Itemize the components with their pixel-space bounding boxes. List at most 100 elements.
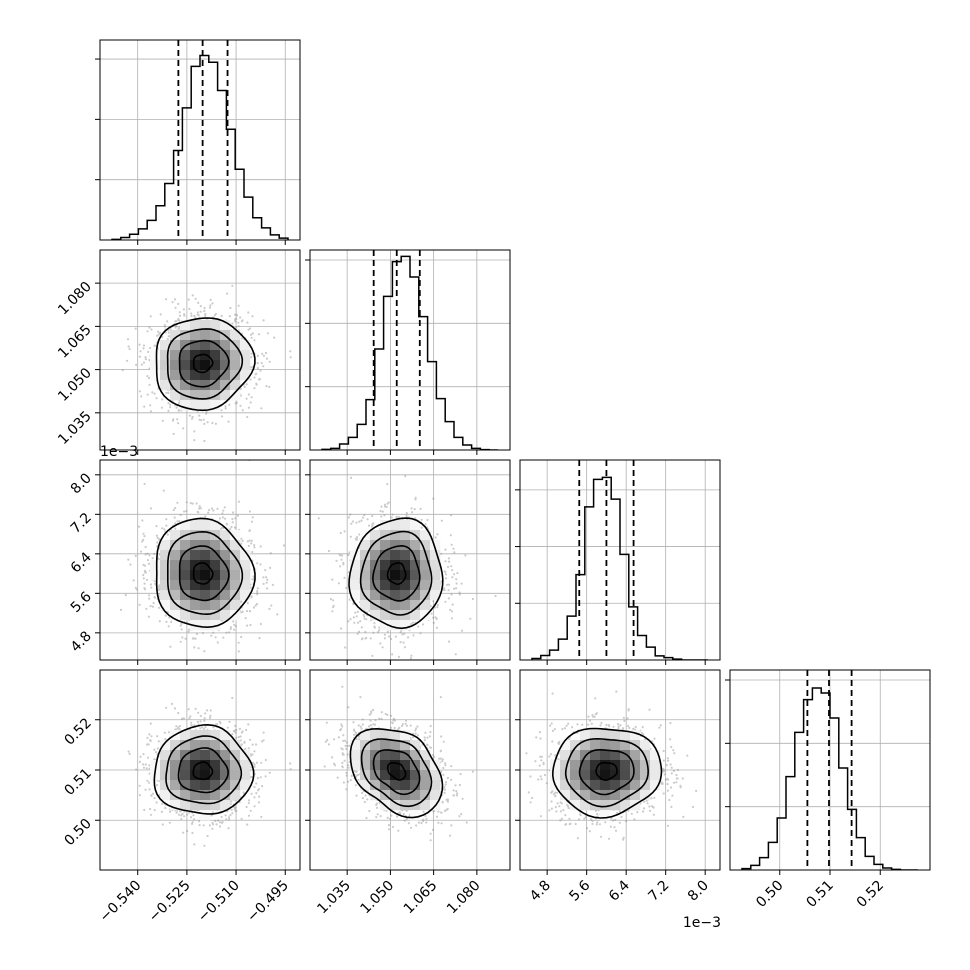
- density-cell: [170, 360, 181, 371]
- density-cell: [210, 730, 221, 741]
- density-cell: [430, 790, 441, 801]
- density-cell: [580, 770, 591, 781]
- contour-3-1-2: [372, 749, 421, 796]
- density-cell: [400, 790, 411, 801]
- contour-3-1-1: [360, 738, 433, 808]
- density-cell: [220, 320, 231, 331]
- density-cell: [220, 340, 231, 351]
- density-cell: [210, 540, 221, 551]
- density-cell: [200, 390, 211, 401]
- density-cell: [390, 770, 401, 781]
- scatter-panel-2-1: [310, 460, 510, 660]
- density-cell: [390, 780, 401, 791]
- density-cell: [210, 620, 221, 631]
- density-cell: [220, 770, 231, 781]
- density-cell: [570, 740, 581, 751]
- density-cell: [230, 610, 241, 621]
- contour-2-1-2: [372, 544, 421, 602]
- density-cell: [390, 530, 401, 541]
- density-cell: [230, 350, 241, 361]
- density-cell: [170, 330, 181, 341]
- density-cell: [200, 320, 211, 331]
- density-cell: [240, 760, 251, 771]
- density-cell: [200, 730, 211, 741]
- contour-3-1-0: [349, 727, 444, 819]
- density-cell: [370, 570, 381, 581]
- density-cell: [170, 540, 181, 551]
- density-cell: [400, 800, 411, 811]
- density-cell: [380, 750, 391, 761]
- density-cell: [420, 560, 431, 571]
- x-tick-label-3-1: 0.50: [753, 878, 786, 911]
- density-cell: [180, 610, 191, 621]
- density-cell: [160, 360, 171, 371]
- density-cell: [240, 340, 251, 351]
- density-cell: [380, 560, 391, 571]
- density-cell: [210, 320, 221, 331]
- density-cell: [650, 780, 661, 791]
- density-cell: [570, 760, 581, 771]
- density-cell: [150, 560, 161, 571]
- density-cell: [150, 350, 161, 361]
- density-cell: [220, 530, 231, 541]
- density-cell: [390, 620, 401, 631]
- density-cell: [400, 730, 411, 741]
- density-cell: [600, 760, 611, 771]
- histogram-step-0: [111, 54, 289, 240]
- density-cell: [410, 750, 421, 761]
- contour-3-2-0: [551, 727, 663, 819]
- density-cell: [190, 520, 201, 531]
- density-cell: [370, 530, 381, 541]
- density-cell: [600, 740, 611, 751]
- y-tick-label-2-3: 7.2: [68, 510, 95, 537]
- density-cell: [210, 370, 221, 381]
- density-cell: [370, 760, 381, 771]
- density-cell: [650, 750, 661, 761]
- density-cell: [180, 380, 191, 391]
- density-cell: [230, 370, 241, 381]
- density-cell: [240, 350, 251, 361]
- density-cell: [620, 770, 631, 781]
- density-cell: [170, 370, 181, 381]
- density-cell: [590, 740, 601, 751]
- density-cell: [220, 370, 231, 381]
- scatter-panel-3-0: [100, 670, 300, 870]
- density-cell: [400, 760, 411, 771]
- density-cell: [180, 570, 191, 581]
- density-cell: [400, 550, 411, 561]
- density-cell: [240, 570, 251, 581]
- scatter-panel-1-0: [100, 250, 300, 450]
- density-cell: [380, 530, 391, 541]
- density-cell: [370, 790, 381, 801]
- density-cell: [230, 750, 241, 761]
- density-cell: [360, 540, 371, 551]
- x-tick-label-1-2: 1.065: [401, 878, 441, 918]
- density-cell: [610, 780, 621, 791]
- density-cell: [190, 750, 201, 761]
- density-cell: [410, 570, 421, 581]
- density-cell: [560, 750, 571, 761]
- density-cell: [190, 770, 201, 781]
- density-cell: [360, 600, 371, 611]
- density-cell: [200, 790, 211, 801]
- density-cell: [240, 370, 251, 381]
- density-cell: [430, 590, 441, 601]
- density-cell: [180, 360, 191, 371]
- density-cell: [220, 350, 231, 361]
- density-cell: [200, 810, 211, 821]
- density-cell: [210, 520, 221, 531]
- density-cell: [200, 770, 211, 781]
- density-cell: [210, 590, 221, 601]
- density-cell: [240, 750, 251, 761]
- contour-3-0-2: [177, 747, 229, 794]
- density-cell: [580, 750, 591, 761]
- density-cell: [190, 350, 201, 361]
- histogram-step-2: [531, 476, 708, 660]
- panel-frame-1-1: [309, 249, 511, 451]
- density-cell: [230, 380, 241, 391]
- density-cell: [430, 780, 441, 791]
- density-cell: [210, 770, 221, 781]
- density-cell: [160, 370, 171, 381]
- density-cell: [210, 350, 221, 361]
- contour-3-0-0: [153, 723, 255, 815]
